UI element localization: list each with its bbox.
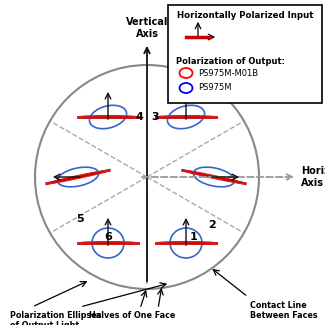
Text: 2: 2 bbox=[208, 220, 216, 230]
Text: PS975M-M01B: PS975M-M01B bbox=[198, 69, 258, 77]
Text: Halves of One Face: Halves of One Face bbox=[89, 311, 175, 320]
Text: 6: 6 bbox=[104, 232, 112, 242]
Text: Horizontally Polarized Input: Horizontally Polarized Input bbox=[177, 11, 313, 20]
Text: Vertical
Axis: Vertical Axis bbox=[126, 18, 168, 39]
Text: 1: 1 bbox=[190, 232, 198, 242]
Text: 5: 5 bbox=[76, 214, 84, 224]
Text: Polarization Ellipses
of Output Light: Polarization Ellipses of Output Light bbox=[10, 311, 101, 325]
FancyBboxPatch shape bbox=[168, 5, 322, 103]
Text: 3: 3 bbox=[151, 112, 159, 122]
Text: Contact Line
Between Faces: Contact Line Between Faces bbox=[250, 301, 318, 320]
Text: PS975M: PS975M bbox=[198, 84, 231, 93]
Text: Polarization of Output:: Polarization of Output: bbox=[176, 57, 285, 66]
Text: 4: 4 bbox=[135, 112, 143, 122]
Text: Horizontal
Axis: Horizontal Axis bbox=[301, 166, 325, 188]
